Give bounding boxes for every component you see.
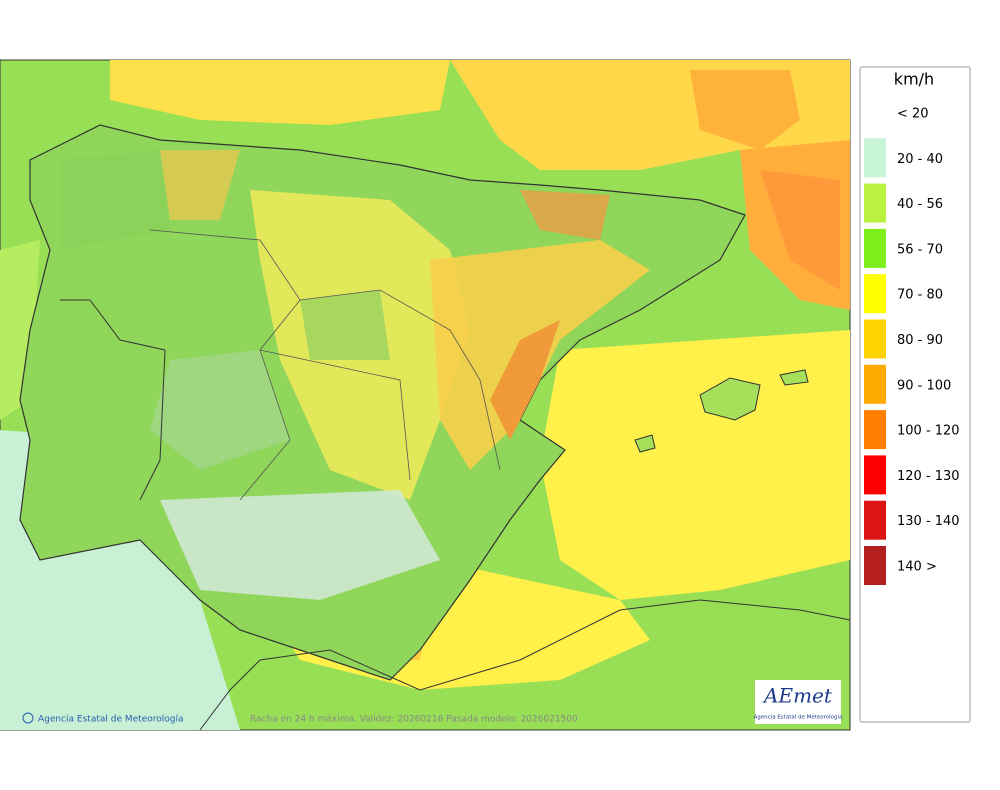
legend-swatch [864,93,886,132]
legend-swatch [864,228,886,268]
legend-label: 56 - 70 [897,242,943,257]
copyright-icon [22,712,34,724]
legend-swatch [864,183,886,223]
legend-label: 80 - 90 [897,333,943,348]
legend-panel [859,66,971,723]
legend-unit: km/h [894,70,934,89]
legend-label: 130 - 140 [897,514,960,529]
legend: < 20 20 - 40 40 - 56 56 - 70 70 - 80 80 - 90 9… [864,93,960,585]
legend-swatch [864,319,886,359]
legend-swatch [864,500,886,540]
legend-swatch [864,138,886,178]
legend-swatch [864,364,886,404]
legend-label: 120 - 130 [897,469,960,484]
africa-coast [199,599,851,731]
logo-subtitle: Agencia Estatal de Meteorología [754,714,843,721]
legend-label: 20 - 40 [897,152,943,167]
legend-label: 140 > [897,560,937,575]
logo: AEmet [762,684,833,708]
legend-label: 90 - 100 [897,378,951,393]
legend-label: 40 - 56 [897,197,943,212]
balearic-islands [634,369,809,453]
logo-box [755,680,841,724]
legend-swatch [864,455,886,495]
iberian-peninsula [19,124,746,681]
caption: Racha en 24 h máxima. Validez: 20260216 … [250,715,578,725]
legend-swatch [864,410,886,450]
legend-label: 70 - 80 [897,288,943,303]
credit: Agencia Estatal de Meteorología [38,715,184,725]
legend-label: < 20 [897,107,929,122]
legend-label: 100 - 120 [897,424,960,439]
legend-swatch [864,274,886,314]
legend-swatch [864,546,886,585]
